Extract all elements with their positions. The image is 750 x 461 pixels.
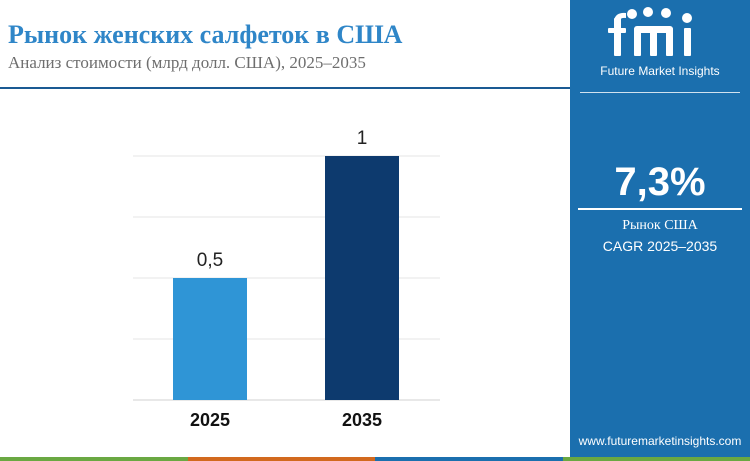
bar-chart: 0,5 2025 1 2035 (133, 128, 440, 430)
cagr-value: 7,3% (614, 160, 706, 204)
footer-color-strip (0, 457, 750, 461)
data-label: 1 (357, 128, 368, 149)
bar-2025 (173, 278, 247, 400)
x-tick-label: 2035 (342, 410, 382, 430)
chart-subtitle: Анализ стоимости (млрд долл. США), 2025–… (8, 53, 366, 72)
chart-title: Рынок женских салфеток в США (8, 20, 403, 49)
sidebar-divider (580, 92, 740, 93)
cagr-period-label: CAGR 2025–2035 (602, 238, 718, 254)
cagr-underline (578, 208, 742, 210)
x-tick-label: 2025 (190, 410, 230, 430)
footer-segment (562, 457, 750, 461)
bar-2035 (325, 156, 399, 400)
sidebar: Future Market Insights 7,3% Рынок США CA… (570, 0, 750, 461)
footer-segment (187, 457, 375, 461)
header-divider (0, 87, 570, 89)
footer-segment (375, 457, 563, 461)
logo-wordmark: Future Market Insights (600, 64, 720, 78)
cagr-market-label: Рынок США (622, 218, 698, 233)
website-url[interactable]: www.futuremarketinsights.com (578, 434, 742, 448)
fmi-logo-icon (608, 7, 692, 56)
footer-segment (0, 457, 188, 461)
data-label: 0,5 (197, 250, 223, 271)
